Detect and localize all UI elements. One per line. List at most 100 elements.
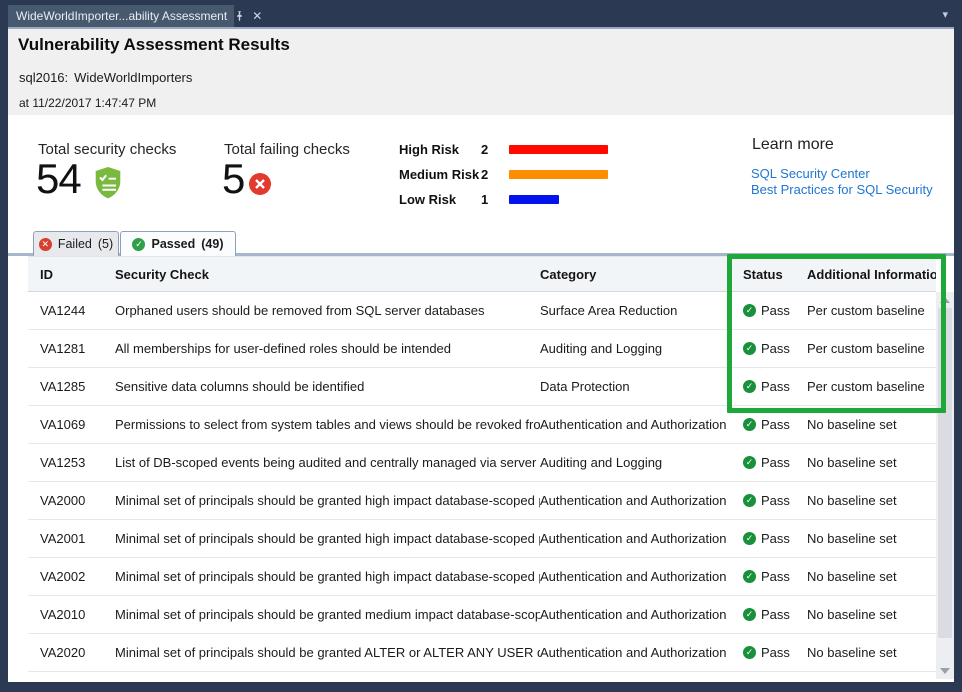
tab-passed-count: (49)	[201, 237, 224, 251]
row-category: Surface Area Reduction	[540, 303, 678, 318]
column-header-status[interactable]: Status	[743, 266, 783, 282]
row-status: ✓ Pass	[743, 493, 807, 508]
table-row[interactable]: VA1285 Sensitive data columns should be …	[28, 368, 936, 406]
row-security-check: List of DB-scoped events being audited a…	[115, 455, 540, 470]
low-risk-count: 1	[481, 191, 489, 207]
column-header-additional-information[interactable]: Additional Information	[807, 266, 936, 282]
row-status: ✓ Pass	[743, 379, 807, 394]
scrollbar-thumb[interactable]	[938, 308, 952, 638]
high-risk-count: 2	[481, 141, 489, 157]
row-additional-information: No baseline set	[807, 455, 897, 470]
pass-icon: ✓	[743, 418, 756, 431]
tab-failed[interactable]: ✕ Failed (5)	[33, 231, 119, 256]
link-sql-security-center[interactable]: SQL Security Center	[751, 166, 870, 181]
pass-icon: ✓	[743, 608, 756, 621]
failing-checks-label: Total failing checks	[224, 141, 350, 158]
row-category: Authentication and Authorization	[540, 569, 727, 584]
failing-checks-value: 5	[222, 155, 245, 202]
row-id: VA2020	[40, 645, 86, 660]
window-menu-icon[interactable]: ▾	[942, 9, 948, 21]
scroll-up-icon[interactable]	[940, 297, 950, 303]
database-name: WideWorldImporters	[74, 70, 193, 85]
learn-more-title: Learn more	[752, 136, 834, 153]
row-id: VA2010	[40, 607, 86, 622]
row-additional-information: No baseline set	[807, 569, 897, 584]
table-row[interactable]: VA1253 List of DB-scoped events being au…	[28, 444, 936, 482]
results-content: Total security checks 54 Total failing c…	[8, 115, 954, 682]
pass-icon: ✓	[743, 342, 756, 355]
pass-icon: ✓	[743, 456, 756, 469]
row-security-check: Minimal set of principals should be gran…	[115, 607, 540, 622]
row-category: Authentication and Authorization	[540, 531, 727, 546]
table-row[interactable]: VA2000 Minimal set of principals should …	[28, 482, 936, 520]
medium-risk-bar	[509, 169, 608, 179]
row-additional-information: No baseline set	[807, 531, 897, 546]
failed-x-icon: ✕	[38, 237, 52, 251]
server-name: sql2016:	[19, 70, 69, 85]
status-text: Pass	[761, 531, 790, 546]
table-header-row[interactable]: ID Security Check Category Status Additi…	[28, 256, 936, 292]
table-row[interactable]: VA2002 Minimal set of principals should …	[28, 558, 936, 596]
column-header-category[interactable]: Category	[540, 266, 597, 282]
row-category: Authentication and Authorization	[540, 493, 727, 508]
high-risk-label: High Risk	[399, 141, 459, 157]
status-text: Pass	[761, 303, 790, 318]
medium-risk-count: 2	[481, 166, 489, 182]
document-tab-title: WideWorldImporter...ability Assessment	[16, 9, 228, 23]
fail-x-icon	[248, 172, 272, 201]
table-row[interactable]: VA1281 All memberships for user-defined …	[28, 330, 936, 368]
status-text: Pass	[761, 379, 790, 394]
row-id: VA2000	[40, 493, 86, 508]
server-database-line: sql2016: WideWorldImporters	[19, 70, 192, 85]
table-row[interactable]: VA1069 Permissions to select from system…	[28, 406, 936, 444]
row-status: ✓ Pass	[743, 417, 807, 432]
row-security-check: Sensitive data columns should be identif…	[115, 379, 365, 394]
status-text: Pass	[761, 607, 790, 622]
row-security-check: All memberships for user-defined roles s…	[115, 341, 452, 356]
row-security-check: Permissions to select from system tables…	[115, 417, 540, 432]
pass-icon: ✓	[743, 646, 756, 659]
row-status: ✓ Pass	[743, 531, 807, 546]
row-status: ✓ Pass	[743, 645, 807, 660]
row-security-check: Minimal set of principals should be gran…	[115, 493, 540, 508]
row-category: Auditing and Logging	[540, 341, 663, 356]
pass-icon: ✓	[743, 380, 756, 393]
document-header: Vulnerability Assessment Results sql2016…	[8, 27, 954, 115]
pass-icon: ✓	[743, 494, 756, 507]
row-category: Authentication and Authorization	[540, 645, 727, 660]
tabstrip-underline	[8, 253, 954, 256]
passed-check-icon: ✓	[132, 237, 146, 251]
table-row[interactable]: VA2020 Minimal set of principals should …	[28, 634, 936, 672]
link-best-practices[interactable]: Best Practices for SQL Security	[751, 182, 933, 197]
row-status: ✓ Pass	[743, 303, 807, 318]
document-tab[interactable]: WideWorldImporter...ability Assessment ✕	[8, 5, 262, 27]
vertical-scrollbar[interactable]	[936, 292, 954, 679]
tab-failed-label: Failed	[57, 237, 92, 251]
row-category: Auditing and Logging	[540, 455, 663, 470]
scroll-down-icon[interactable]	[940, 668, 950, 674]
pin-icon[interactable]	[234, 10, 245, 22]
risk-row-low: Low Risk 1	[399, 189, 559, 209]
high-risk-bar	[509, 144, 608, 154]
row-status: ✓ Pass	[743, 341, 807, 356]
column-header-security-check[interactable]: Security Check	[115, 266, 209, 282]
table-row[interactable]: VA2010 Minimal set of principals should …	[28, 596, 936, 634]
column-header-id[interactable]: ID	[40, 266, 53, 282]
tab-failed-count: (5)	[97, 237, 114, 251]
table-row[interactable]: VA1244 Orphaned users should be removed …	[28, 292, 936, 330]
risk-row-medium: Medium Risk 2	[399, 164, 608, 184]
pass-icon: ✓	[743, 304, 756, 317]
table-row[interactable]: VA2001 Minimal set of principals should …	[28, 520, 936, 558]
row-additional-information: No baseline set	[807, 645, 897, 660]
table-body: VA1244 Orphaned users should be removed …	[28, 292, 936, 672]
tab-passed[interactable]: ✓ Passed (49)	[120, 231, 236, 256]
row-id: VA1281	[40, 341, 86, 356]
row-id: VA2002	[40, 569, 86, 584]
row-category: Authentication and Authorization	[540, 417, 727, 432]
row-id: VA2001	[40, 531, 86, 546]
shield-check-icon	[93, 167, 123, 204]
row-additional-information: No baseline set	[807, 417, 897, 432]
close-icon[interactable]: ✕	[252, 9, 263, 23]
row-security-check: Minimal set of principals should be gran…	[115, 645, 540, 660]
